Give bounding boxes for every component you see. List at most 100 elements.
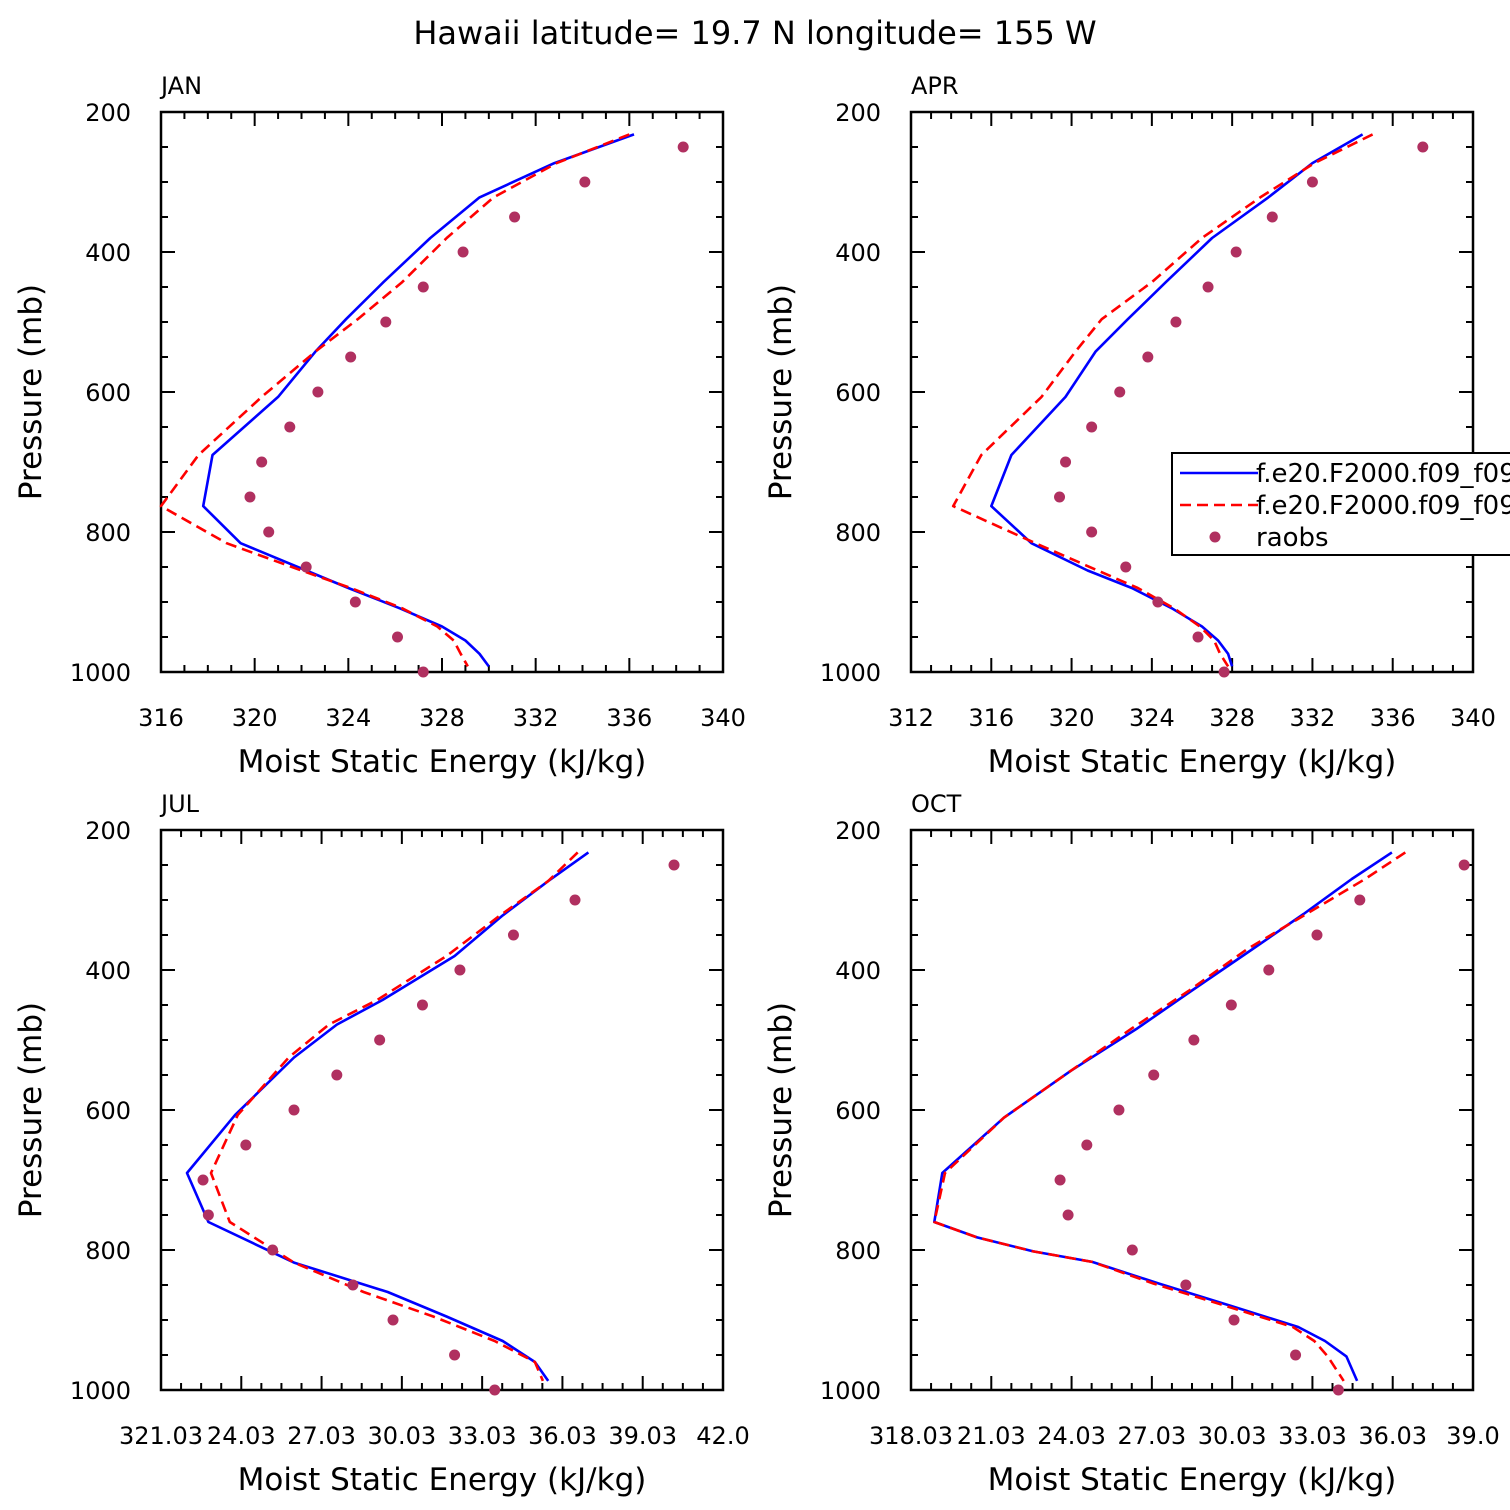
raobs-point	[1054, 491, 1066, 503]
y-tick-label: 1000	[820, 659, 881, 687]
y-tick-label: 200	[835, 817, 881, 845]
raobs-point	[392, 631, 404, 643]
raobs-point	[1113, 1104, 1125, 1116]
x-tick-label: 316	[138, 704, 184, 732]
y-tick-label: 600	[85, 379, 131, 407]
raobs-point	[579, 176, 591, 188]
raobs-point	[1188, 1034, 1200, 1046]
raobs-point	[1114, 386, 1126, 398]
raobs-point	[1120, 561, 1132, 573]
y-tick-label: 600	[835, 1097, 881, 1125]
raobs-point	[345, 351, 357, 363]
raobs-point	[1311, 929, 1323, 941]
raobs-point	[244, 491, 256, 503]
y-tick-label: 800	[835, 1237, 881, 1265]
raobs-point	[380, 316, 392, 328]
y-tick-label: 1000	[70, 659, 131, 687]
raobs-point	[1225, 999, 1237, 1011]
x-axis-label: Moist Static Energy (kJ/kg)	[238, 1462, 647, 1498]
y-axis-label: Pressure (mb)	[13, 1002, 49, 1218]
raobs-point	[267, 1244, 279, 1256]
raobs-point	[1142, 351, 1154, 363]
chart-panel-jul: JUL 321.03 24.03 27.03 30.03 33.03 36.03 39.03 4…	[13, 790, 750, 1498]
raobs-point	[256, 456, 268, 468]
legend-label-1: f.e20.F2000.f09_f09.CAM5	[1256, 491, 1510, 521]
x-tick-label: 33.03	[1278, 1422, 1347, 1450]
x-tick-label: 328	[1209, 704, 1255, 732]
x-tick-label: 36.03	[1358, 1422, 1427, 1450]
plot-frame	[909, 828, 1475, 1392]
legend: f.e20.F2000.f09_f09.CAM6f.e20.F2000.f09_…	[1171, 452, 1510, 556]
x-tick-label: 324	[1129, 704, 1175, 732]
y-tick-label: 400	[85, 239, 131, 267]
x-tick-label: 320	[1049, 704, 1095, 732]
y-tick-label: 800	[85, 519, 131, 547]
raobs-point	[1170, 316, 1182, 328]
x-tick-label: 39.0	[1446, 1422, 1499, 1450]
x-tick-label: 36.03	[528, 1422, 597, 1450]
raobs-point	[197, 1174, 209, 1186]
legend-marker-2	[1209, 531, 1221, 543]
raobs-point	[1263, 964, 1275, 976]
raobs-point	[1417, 141, 1429, 153]
raobs-point	[1152, 596, 1164, 608]
plot-frame	[159, 110, 725, 674]
x-tick-label: 321.03	[119, 1422, 203, 1450]
y-tick-label: 400	[835, 957, 881, 985]
plot-frame	[909, 110, 1475, 674]
x-tick-label: 39.03	[608, 1422, 677, 1450]
panel-title: APR	[911, 72, 959, 100]
x-tick-label: 336	[606, 704, 652, 732]
raobs-point	[1354, 894, 1366, 906]
x-tick-label: 24.03	[1037, 1422, 1106, 1450]
raobs-point	[263, 526, 275, 538]
legend-label-2: raobs	[1256, 523, 1329, 553]
model1-line	[201, 133, 635, 668]
y-tick-label: 800	[85, 1237, 131, 1265]
model2-line	[159, 133, 630, 668]
x-axis-label: Moist Static Energy (kJ/kg)	[988, 744, 1397, 780]
x-tick-label: 27.03	[1117, 1422, 1186, 1450]
raobs-point	[457, 246, 469, 258]
x-tick-label: 320	[232, 704, 278, 732]
x-tick-label: 30.03	[367, 1422, 436, 1450]
model2-line	[209, 851, 579, 1382]
raobs-point	[312, 386, 324, 398]
x-tick-label: 336	[1370, 704, 1416, 732]
panel-title: OCT	[911, 790, 962, 818]
raobs-point	[1230, 246, 1242, 258]
raobs-point	[1228, 1314, 1240, 1326]
raobs-point	[300, 561, 312, 573]
raobs-point	[349, 596, 361, 608]
raobs-point	[1086, 421, 1098, 433]
raobs-point	[202, 1209, 214, 1221]
raobs-point	[347, 1279, 359, 1291]
raobs-point	[387, 1314, 399, 1326]
raobs-point	[1148, 1069, 1160, 1081]
raobs-point	[507, 929, 519, 941]
x-tick-label: 328	[419, 704, 465, 732]
raobs-point	[284, 421, 296, 433]
panel-title: JUL	[159, 790, 200, 818]
raobs-point	[569, 894, 581, 906]
y-tick-label: 600	[85, 1097, 131, 1125]
x-tick-label: 33.03	[448, 1422, 517, 1450]
chart-panel-jan: JAN 316 320 324 328 332 336 340 200 400 600 800 1000…	[13, 72, 746, 780]
y-tick-label: 200	[85, 817, 131, 845]
model2-line	[951, 133, 1374, 668]
chart-panel-oct: OCT 318.03 21.03 24.03 27.03 30.03 33.03 36.03 3…	[763, 790, 1500, 1498]
raobs-point	[509, 211, 521, 223]
raobs-point	[417, 281, 429, 293]
raobs-point	[416, 999, 428, 1011]
panel-title: JAN	[159, 72, 202, 100]
legend-box	[1171, 452, 1510, 556]
model1-line	[932, 851, 1393, 1382]
x-tick-label: 340	[1450, 704, 1496, 732]
model1-line	[989, 133, 1364, 667]
raobs-point	[1060, 456, 1072, 468]
raobs-point	[1202, 281, 1214, 293]
raobs-point	[1062, 1209, 1074, 1221]
x-axis-label: Moist Static Energy (kJ/kg)	[988, 1462, 1397, 1498]
raobs-point	[1332, 1384, 1344, 1396]
raobs-point	[1192, 631, 1204, 643]
